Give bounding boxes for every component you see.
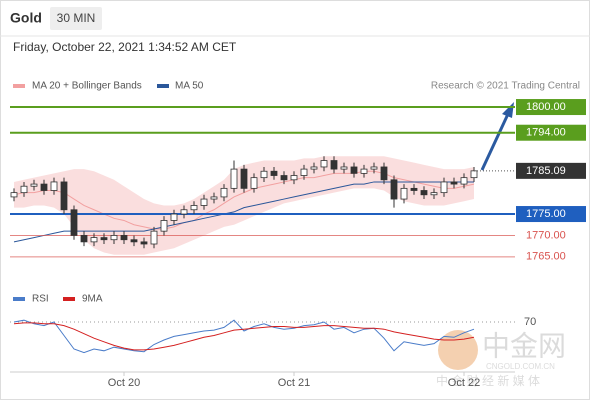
bollinger-band bbox=[14, 156, 474, 255]
candle-body bbox=[350, 166, 358, 174]
candle-body bbox=[200, 198, 208, 206]
candle-body bbox=[30, 183, 38, 187]
legend-label: 9MA bbox=[82, 294, 103, 305]
rsi-tick-label: 70 bbox=[524, 316, 536, 328]
candle-body bbox=[90, 237, 98, 243]
rsi-line bbox=[13, 319, 475, 354]
title: Gold bbox=[10, 10, 42, 26]
candle-body bbox=[310, 166, 318, 170]
timestamp: Friday, October 22, 2021 1:34:52 AM CET bbox=[13, 40, 237, 54]
x-tick-label: Oct 21 bbox=[278, 377, 310, 389]
level-box bbox=[516, 99, 586, 116]
candle-body bbox=[140, 241, 148, 245]
candle-body bbox=[190, 205, 198, 211]
level-label: 1800.00 bbox=[526, 101, 566, 113]
legend-swatch bbox=[13, 84, 25, 88]
candle-body bbox=[270, 170, 278, 176]
candle-body bbox=[220, 187, 228, 198]
candle-body bbox=[130, 239, 138, 243]
legend-swatch bbox=[63, 297, 75, 301]
candle-body bbox=[80, 235, 88, 243]
candle-body bbox=[380, 166, 388, 181]
level-box bbox=[516, 124, 586, 141]
candle-body bbox=[290, 175, 298, 181]
level-label: 1794.00 bbox=[526, 127, 566, 139]
candle-body bbox=[460, 177, 468, 185]
candle-body bbox=[50, 181, 58, 191]
candle-body bbox=[470, 170, 478, 179]
candle-body bbox=[260, 170, 268, 179]
candle-body bbox=[370, 166, 378, 170]
level-label: 1770.00 bbox=[526, 229, 566, 241]
candle-body bbox=[360, 168, 368, 174]
candle-body bbox=[160, 220, 168, 232]
candle-body bbox=[40, 183, 48, 191]
last-price-label: 1785.09 bbox=[526, 165, 566, 177]
candle-body bbox=[340, 166, 348, 170]
candle-body bbox=[20, 185, 28, 194]
level-label: 1765.00 bbox=[526, 251, 566, 263]
candle-body bbox=[430, 192, 438, 196]
candle-body bbox=[180, 209, 188, 215]
timeframe[interactable]: 30 MIN bbox=[57, 11, 96, 25]
candle-body bbox=[120, 235, 128, 241]
candle-body bbox=[300, 168, 308, 176]
candle-body bbox=[250, 177, 258, 189]
candle-body bbox=[150, 230, 158, 245]
candle-body bbox=[170, 213, 178, 221]
candle-body bbox=[110, 235, 118, 241]
source: Research © 2021 Trading Central bbox=[431, 81, 580, 92]
timeframe-tab[interactable] bbox=[50, 7, 102, 30]
candle-body bbox=[60, 181, 68, 211]
legend-label: MA 20 + Bollinger Bands bbox=[32, 81, 142, 92]
candle-body bbox=[210, 196, 218, 200]
legend-label: RSI bbox=[32, 294, 49, 305]
projection-arrow bbox=[480, 113, 510, 171]
candle-body bbox=[240, 168, 248, 189]
level-label: 1775.00 bbox=[526, 208, 566, 220]
candle-body bbox=[230, 168, 238, 189]
candle-body bbox=[440, 181, 448, 194]
candle-body bbox=[280, 175, 288, 181]
x-tick-label: Oct 20 bbox=[108, 377, 140, 389]
watermark-site: CNGOLD.COM.CN bbox=[486, 362, 555, 371]
legend-swatch bbox=[157, 84, 169, 88]
legend-swatch bbox=[13, 297, 25, 301]
x-tick-label: Oct 22 bbox=[448, 377, 480, 389]
watermark-tagline: 中 金 财 经 新 媒 体 bbox=[436, 373, 540, 388]
candle-body bbox=[70, 209, 78, 236]
watermark-brand: 中金网 bbox=[482, 330, 566, 361]
candle-body bbox=[400, 187, 408, 200]
legend-label: MA 50 bbox=[175, 81, 204, 92]
candle-body bbox=[10, 192, 18, 198]
candle-body bbox=[100, 237, 108, 241]
candle-body bbox=[320, 160, 328, 168]
candle-body bbox=[390, 179, 398, 200]
level-box bbox=[516, 206, 586, 223]
candle-body bbox=[450, 181, 458, 185]
arrow-head bbox=[502, 102, 514, 118]
watermark: 中金网 CNGOLD.COM.CN 中 金 财 经 新 媒 体 bbox=[436, 330, 566, 388]
candle-body bbox=[410, 187, 418, 191]
candle-body bbox=[330, 160, 338, 170]
rsi-line bbox=[13, 322, 475, 351]
candle-body bbox=[420, 190, 428, 196]
last-price-box bbox=[516, 162, 586, 179]
